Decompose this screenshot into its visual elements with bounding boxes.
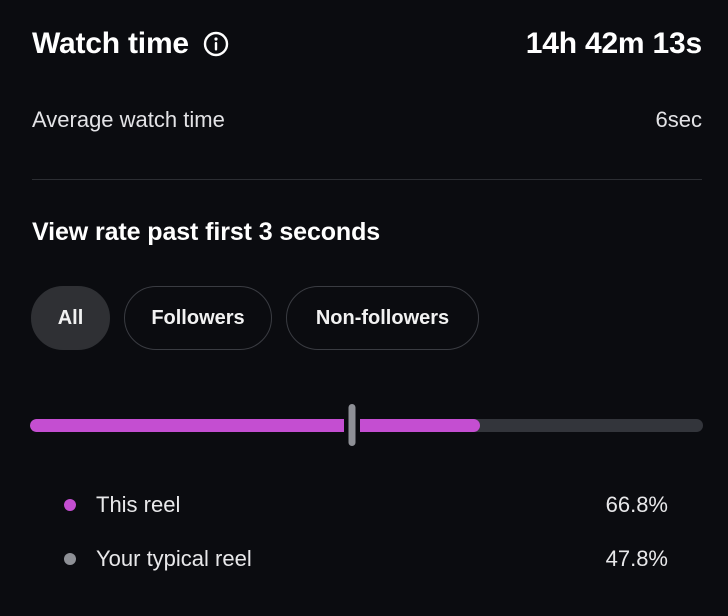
typical-reel-value: 47.8% — [605, 546, 668, 571]
view-rate-track — [30, 419, 703, 432]
this-reel-label: This reel — [96, 492, 181, 517]
typical-reel-marker — [348, 404, 356, 446]
title-group: Watch time — [32, 27, 229, 61]
typical-reel-dot — [64, 553, 76, 565]
comparison-legend: This reel 66.8% Your typical reel 47.8% — [64, 486, 668, 594]
average-watch-time-label: Average watch time — [32, 107, 225, 132]
page-title: Watch time — [32, 27, 189, 60]
this-reel-dot — [64, 499, 76, 511]
this-reel-value: 66.8% — [605, 492, 668, 517]
this-reel-fill — [30, 419, 480, 432]
audience-filter: All Followers Non-followers — [31, 286, 479, 350]
legend-row-this-reel: This reel 66.8% — [64, 486, 668, 524]
info-circle-icon[interactable] — [203, 31, 229, 57]
filter-chip-followers[interactable]: Followers — [124, 286, 272, 350]
filter-chip-non-followers[interactable]: Non-followers — [286, 286, 479, 350]
average-watch-time-value: 6sec — [655, 107, 702, 132]
typical-reel-label: Your typical reel — [96, 546, 252, 571]
section-divider — [32, 179, 702, 180]
filter-chip-all[interactable]: All — [31, 286, 110, 350]
average-watch-time-row: Average watch time 6sec — [32, 104, 702, 136]
legend-row-typical-reel: Your typical reel 47.8% — [64, 540, 668, 578]
watch-time-header: Watch time 14h 42m 13s — [32, 22, 702, 66]
view-rate-title: View rate past first 3 seconds — [32, 218, 381, 246]
total-watch-time: 14h 42m 13s — [525, 27, 702, 60]
view-rate-bar — [30, 402, 703, 448]
